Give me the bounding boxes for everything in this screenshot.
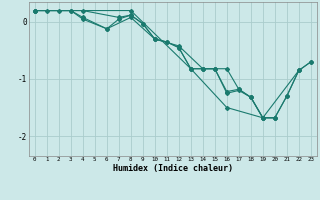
X-axis label: Humidex (Indice chaleur): Humidex (Indice chaleur)	[113, 164, 233, 173]
